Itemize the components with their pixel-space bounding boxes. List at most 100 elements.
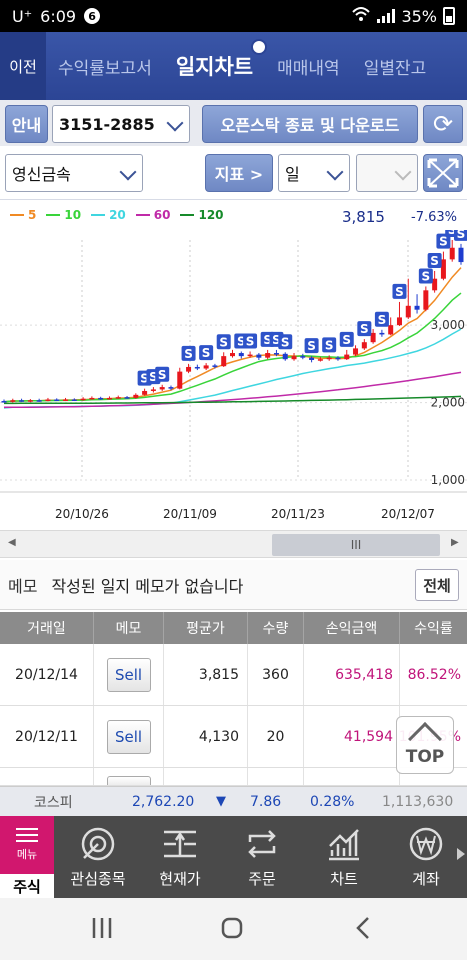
tab-journal-chart-label: 일지차트 xyxy=(175,55,254,79)
system-nav-bar xyxy=(0,898,467,960)
back-nav-icon[interactable] xyxy=(352,916,376,940)
empty-select[interactable] xyxy=(356,154,418,192)
scroll-left-icon[interactable]: ◀ xyxy=(8,537,16,548)
candle-body xyxy=(300,356,306,358)
chevron-down-icon xyxy=(166,114,184,132)
recent-apps-icon[interactable] xyxy=(90,916,114,940)
stock-name: 영신금속 xyxy=(12,165,71,184)
bottom-menu: 메뉴 주식 관심종목 현재가 주문 차트 계좌 xyxy=(0,816,467,898)
candle-body xyxy=(212,365,218,367)
price-change: -7.63% xyxy=(411,210,457,225)
sell-marker-label: S xyxy=(360,322,369,336)
table-row[interactable]: 20/12/14 Sell 3,815 360 635,418 86.52% xyxy=(0,644,467,706)
sell-marker xyxy=(454,230,467,241)
order-icon xyxy=(248,830,276,858)
stock-select[interactable]: 영신금속 xyxy=(5,154,143,192)
candle-body xyxy=(326,357,332,360)
indicator-button[interactable]: 지표 > xyxy=(205,154,273,192)
chart-canvas: 1,000 2,000 3,000 20/10/26 20/11/09 20/11/23 2… xyxy=(0,230,467,521)
tab-journal-chart[interactable]: 일지차트 xyxy=(164,39,268,81)
menu-item-order[interactable]: 주문 xyxy=(222,826,302,889)
sell-memo-button[interactable]: Sell xyxy=(106,719,151,754)
refresh-button[interactable]: ⟳ xyxy=(423,105,463,143)
sell-memo-button[interactable]: Sell xyxy=(106,657,151,692)
sell-marker xyxy=(392,283,407,299)
scroll-thumb[interactable]: III xyxy=(272,534,440,556)
chevron-down-icon xyxy=(326,163,344,181)
sell-marker-label: S xyxy=(430,254,439,268)
home-icon[interactable] xyxy=(220,916,244,940)
candle-body xyxy=(458,247,464,263)
candle-body xyxy=(106,397,112,400)
candle-body xyxy=(177,371,183,389)
sell-marker-label: S xyxy=(149,370,158,384)
sell-marker-label: S xyxy=(272,333,281,347)
sell-marker xyxy=(374,311,389,327)
sell-marker xyxy=(278,334,293,350)
guide-button[interactable]: 안내 xyxy=(5,105,48,143)
scroll-right-icon[interactable]: ▶ xyxy=(451,537,459,548)
top-tab-bar: 이전 수익률보고서 일지차트 매매내역 일별잔고 xyxy=(0,32,467,100)
legend-ma5: 5 xyxy=(10,208,36,222)
download-button[interactable]: 오픈스탁 종료 및 다운로드 xyxy=(202,105,418,143)
battery-icon xyxy=(443,7,455,25)
account-number: 3151-2885 xyxy=(59,114,155,134)
index-volume: 1,113,630 xyxy=(382,793,454,810)
account-toolbar: 안내 3151-2885 오픈스탁 종료 및 다운로드 ⟳ xyxy=(0,100,467,146)
candle-body xyxy=(282,353,288,360)
ma-line xyxy=(3,267,462,403)
carrier-label: U⁺ xyxy=(12,6,33,26)
memo-row: 메모 작성된 일지 메모가 없습니다 전체 xyxy=(0,560,467,610)
legend-ma10-label: 10 xyxy=(64,208,82,222)
period-select[interactable]: 일 xyxy=(278,154,350,192)
menu-item-current-price[interactable]: 현재가 xyxy=(140,826,220,889)
stock-category-tab[interactable]: 주식 xyxy=(0,874,54,898)
fullscreen-button[interactable] xyxy=(423,154,463,192)
back-button[interactable]: 이전 xyxy=(0,32,46,100)
ma-line xyxy=(4,371,462,408)
menu-item-label: 차트 xyxy=(330,870,358,888)
sell-memo-button-partial[interactable] xyxy=(106,776,151,785)
menu-item-chart[interactable]: 차트 xyxy=(304,826,384,889)
x-tick-label: 20/12/07 xyxy=(381,507,435,521)
ma-line xyxy=(3,292,462,403)
memo-all-button[interactable]: 전체 xyxy=(415,569,459,601)
row-avg-price: 4,130 xyxy=(164,706,248,767)
legend-ma5-label: 5 xyxy=(28,208,37,222)
sell-marker xyxy=(322,337,337,353)
legend-ma20-label: 20 xyxy=(109,208,126,222)
scroll-top-button[interactable]: TOP xyxy=(396,716,454,774)
sell-marker xyxy=(427,252,442,268)
account-select[interactable]: 3151-2885 xyxy=(52,105,190,143)
menu-item-account[interactable]: 계좌 xyxy=(386,826,466,889)
tab-daily-balance[interactable]: 일별잔고 xyxy=(363,58,427,79)
journal-chart[interactable]: 5 10 20 60 120 3,815 -7.63% 1,000 2,000 3,… xyxy=(0,200,467,528)
candle-body xyxy=(432,278,438,291)
current-price-icon xyxy=(164,830,196,858)
x-tick-label: 20/11/09 xyxy=(163,507,217,521)
legend-ma120: 120 xyxy=(180,208,224,222)
y-tick-label: 3,000 xyxy=(431,318,465,332)
tab-return-report[interactable]: 수익률보고서 xyxy=(58,58,152,79)
sell-marker xyxy=(436,233,451,249)
index-ticker[interactable]: 코스피 2,762.20 ▼ 7.86 0.28% 1,113,630 xyxy=(0,786,467,816)
tab-trade-history[interactable]: 매매내역 xyxy=(277,58,340,79)
menu-more-arrow-icon[interactable] xyxy=(457,848,465,860)
menu-item-label: 관심종목 xyxy=(70,870,126,888)
candle-body xyxy=(54,399,60,401)
clock: 6:09 xyxy=(40,6,77,26)
menu-button[interactable]: 메뉴 xyxy=(0,816,54,874)
menu-item-watchlist[interactable]: 관심종목 xyxy=(58,826,138,889)
row-memo-cell: Sell xyxy=(94,706,164,767)
table-row-partial[interactable] xyxy=(0,768,467,786)
index-name: 코스피 xyxy=(34,794,73,811)
table-row[interactable]: 20/12/11 Sell 4,130 20 41,594 101.95% xyxy=(0,706,467,768)
battery-percent: 35% xyxy=(401,6,437,26)
candle-body xyxy=(388,325,394,335)
candle-body xyxy=(89,397,95,400)
chart-scrollbar[interactable]: ◀ III ▶ xyxy=(0,530,467,558)
candle-body xyxy=(309,357,315,360)
candle-body xyxy=(423,290,429,310)
index-value: 2,762.20 xyxy=(132,793,195,810)
